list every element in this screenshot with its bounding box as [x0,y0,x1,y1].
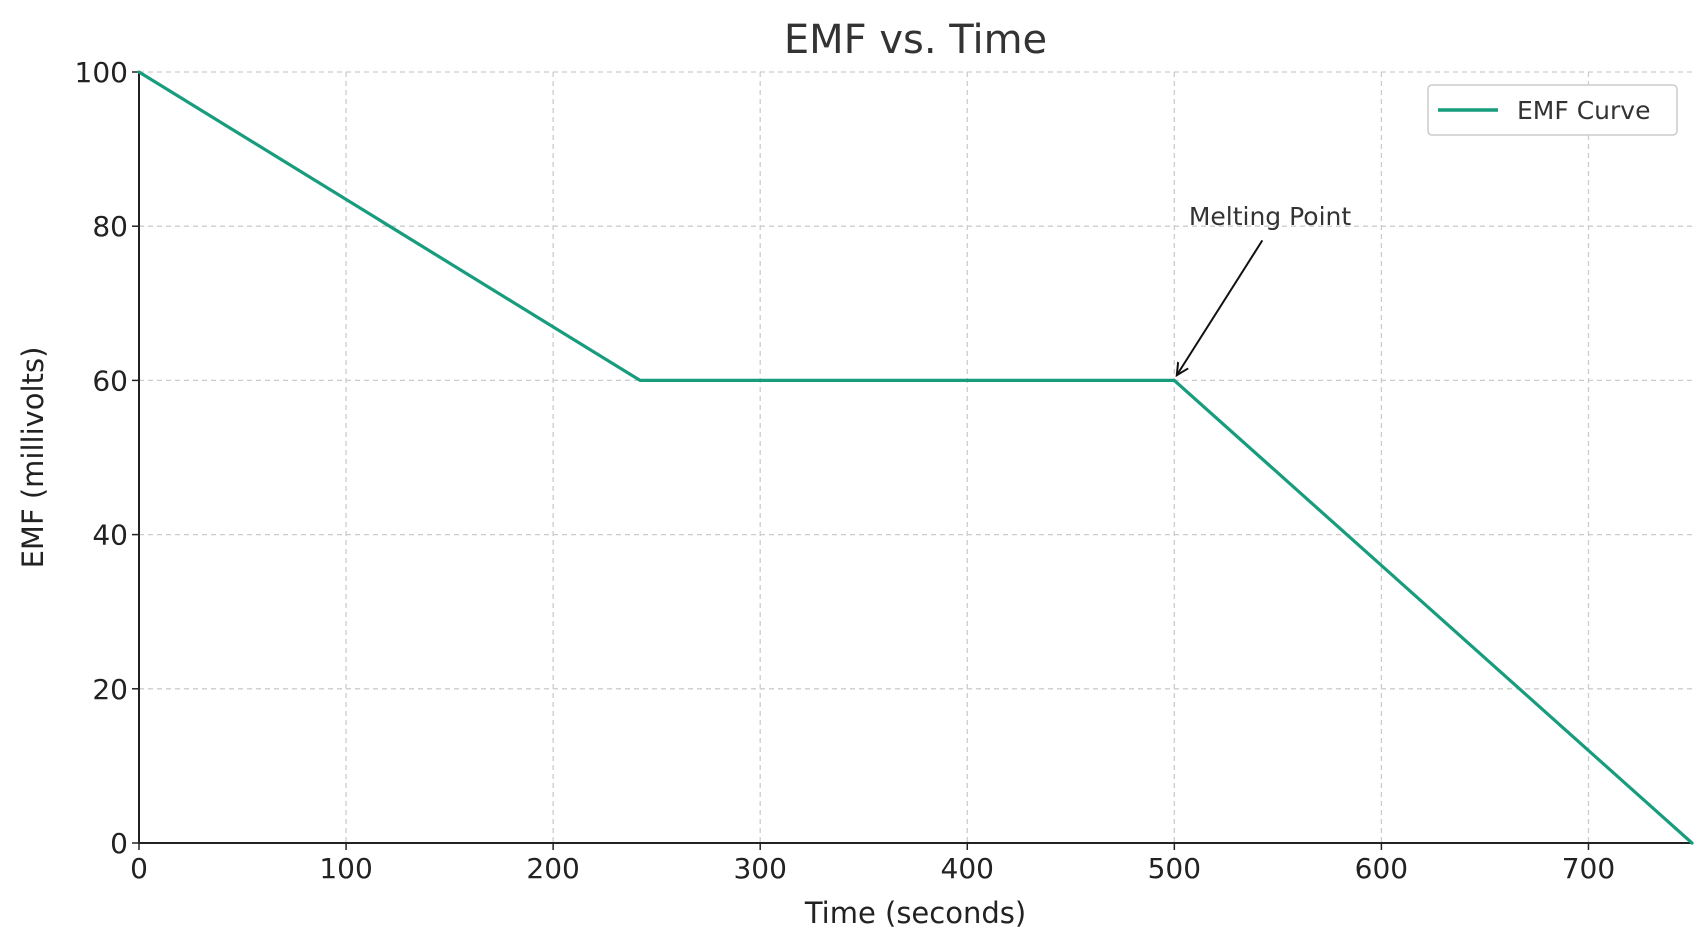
annotation-arrow [1177,239,1264,374]
x-tick-label: 300 [733,852,786,885]
annotation-layer: Melting Point [1177,202,1351,374]
chart-title: EMF vs. Time [784,17,1047,63]
series-layer [137,70,1694,845]
y-axis-label: EMF (millivolts) [16,347,50,569]
y-tick-label: 20 [92,673,128,706]
tick-labels: 0 100 200 300 400 500 600 700 0 20 40 60 80 100 [75,56,1616,885]
x-tick-label: 700 [1562,852,1615,885]
series-line [137,70,1694,845]
x-tick-label: 600 [1355,852,1408,885]
x-tick-label: 500 [1148,852,1201,885]
x-tick-label: 100 [319,852,372,885]
y-tick-label: 0 [110,827,128,860]
y-tick-label: 100 [75,56,128,89]
legend: EMF Curve [1427,84,1678,136]
grid-layer [139,71,1692,843]
annotation-melting-point: Melting Point [1189,202,1352,231]
x-tick-label: 200 [526,852,579,885]
axes [138,72,1692,844]
x-axis-label: Time (seconds) [804,896,1026,930]
y-tick-label: 80 [92,210,128,243]
x-tick-label: 0 [130,852,148,885]
y-tick-label: 40 [92,519,128,552]
x-tick-label: 400 [941,852,994,885]
y-tick-label: 60 [92,364,128,397]
legend-label: EMF Curve [1517,96,1650,125]
legend-box [1427,84,1678,136]
